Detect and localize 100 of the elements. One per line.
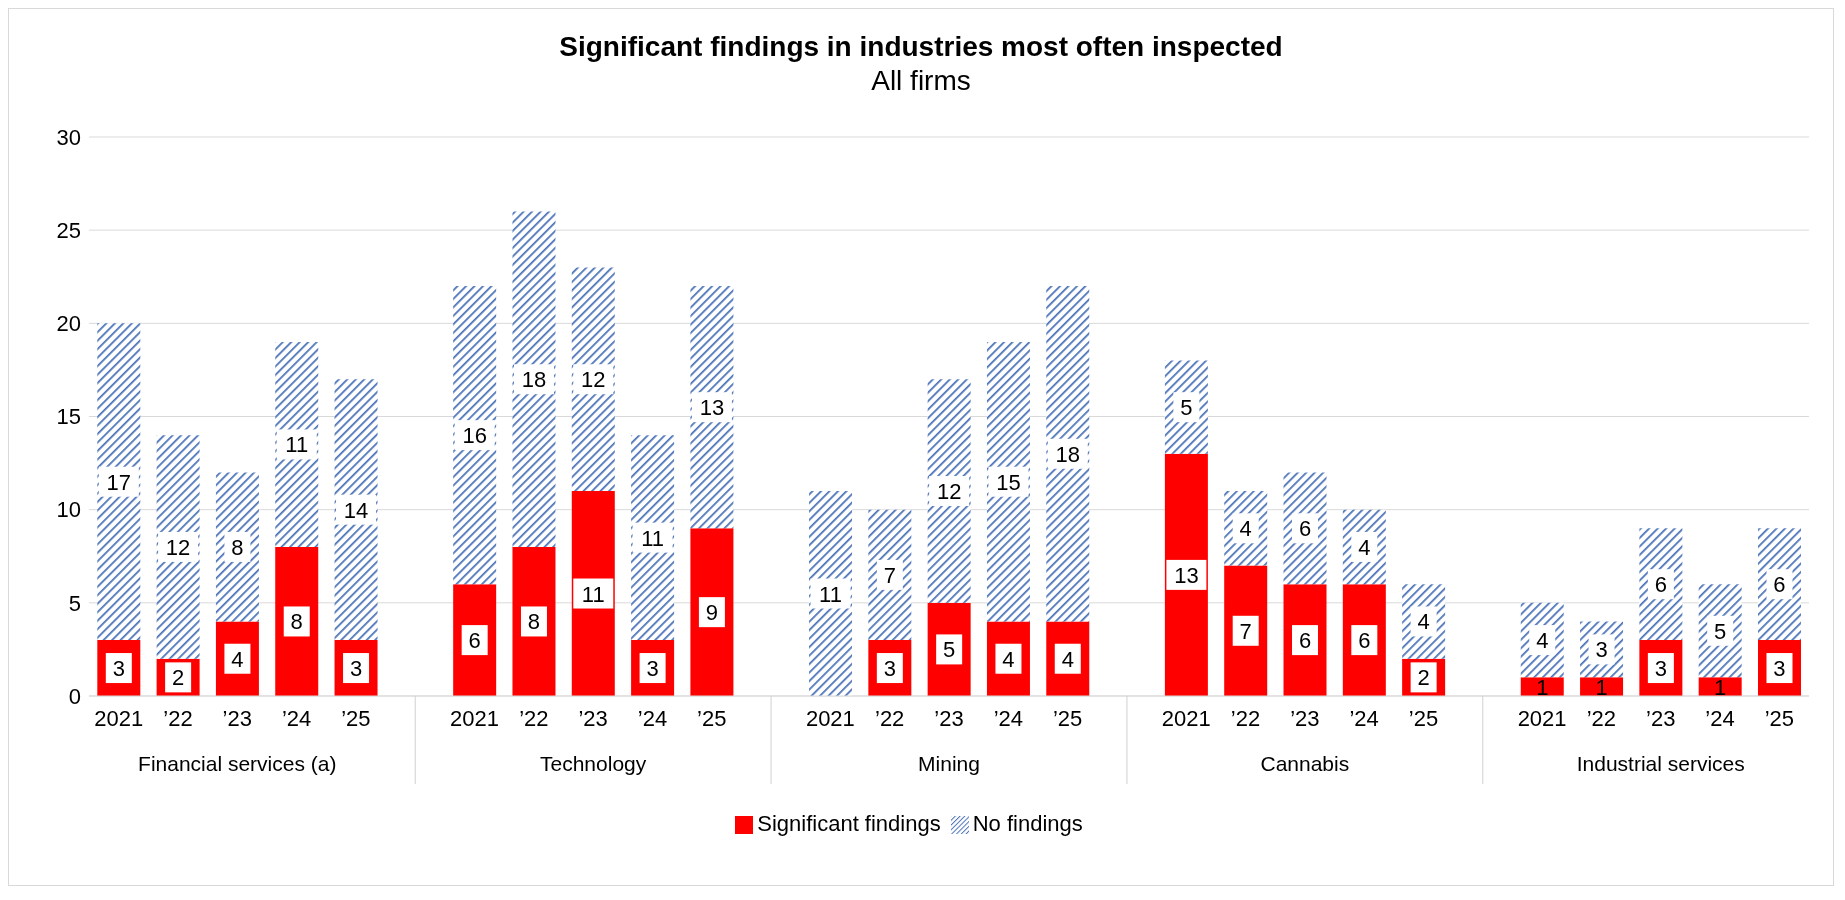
legend-label: Significant findings xyxy=(757,811,941,836)
x-tick-label: ’25 xyxy=(697,706,727,731)
data-label: 8 xyxy=(231,534,244,560)
data-label: 6 xyxy=(1654,572,1667,598)
x-tick-label: ’24 xyxy=(637,706,668,731)
y-tick-label: 5 xyxy=(68,590,81,616)
data-label: 4 xyxy=(1536,628,1549,654)
text: Cannabis xyxy=(1260,752,1350,775)
bar xyxy=(1164,453,1208,696)
x-tick-label: ’25 xyxy=(1408,706,1439,731)
y-tick-label: 10 xyxy=(56,497,81,523)
y-tick-label: 25 xyxy=(56,217,81,243)
data-label: 4 xyxy=(231,646,244,672)
bar xyxy=(986,341,1030,622)
data-label: 11 xyxy=(581,581,605,607)
data-label: 16 xyxy=(462,423,487,449)
text: Technology xyxy=(540,752,647,775)
data-label: 6 xyxy=(1358,628,1371,654)
data-label: 6 xyxy=(1298,516,1312,542)
data-label: 8 xyxy=(527,609,541,635)
x-tick-label: 2021 xyxy=(805,706,855,731)
data-label: 18 xyxy=(521,367,547,393)
y-tick-label: 20 xyxy=(56,311,81,337)
data-label: 11 xyxy=(819,581,842,607)
text: Industrial services xyxy=(1576,752,1745,775)
x-tick-label: ’23 xyxy=(222,706,252,731)
bar xyxy=(631,435,675,641)
y-tick-label: 0 xyxy=(68,683,81,709)
x-tick-label: ’22 xyxy=(1586,706,1617,731)
data-label: 13 xyxy=(699,395,725,421)
y-tick-label: 30 xyxy=(56,124,81,150)
data-label: 1 xyxy=(1714,674,1727,700)
x-tick-label: ’23 xyxy=(1646,706,1676,731)
x-tick-label: ’24 xyxy=(993,706,1023,731)
bar xyxy=(453,286,497,585)
data-label: 1 xyxy=(1595,674,1608,700)
data-label: 12 xyxy=(936,479,962,505)
data-label: 18 xyxy=(1055,441,1081,467)
text: Financial services (a) xyxy=(138,752,337,775)
chart-title: Significant findings in industries most often inspected xyxy=(558,31,1284,63)
x-tick-label: ’23 xyxy=(578,706,608,731)
data-label: 6 xyxy=(1773,572,1786,598)
data-label: 12 xyxy=(581,367,606,393)
bar xyxy=(215,472,259,622)
data-label: 7 xyxy=(883,562,896,588)
data-label: 6 xyxy=(1298,628,1312,654)
bar xyxy=(571,267,615,492)
bar xyxy=(809,491,853,696)
bar xyxy=(927,379,971,603)
data-label: 2 xyxy=(171,665,185,691)
data-label: 15 xyxy=(996,469,1021,495)
x-tick-label: ’23 xyxy=(934,706,964,731)
legend-label: No findings xyxy=(972,811,1083,836)
data-label: 1 xyxy=(1536,674,1549,700)
x-tick-label: ’22 xyxy=(163,706,193,731)
bar xyxy=(512,546,556,696)
bar xyxy=(275,341,319,547)
data-label: 4 xyxy=(1358,534,1371,560)
data-label: 5 xyxy=(1180,395,1193,421)
data-label: 13 xyxy=(1174,562,1199,588)
bar xyxy=(512,211,556,547)
x-tick-label: 2021 xyxy=(1517,706,1567,731)
data-label: 4 xyxy=(1002,646,1015,672)
data-label: 11 xyxy=(641,525,665,551)
data-label: 3 xyxy=(646,656,659,682)
data-label: 8 xyxy=(290,609,303,635)
x-tick-label: 2021 xyxy=(94,706,144,731)
x-tick-label: ’24 xyxy=(1705,706,1735,731)
x-tick-label: 2021 xyxy=(450,706,499,731)
chart-subtitle: All firms xyxy=(870,65,972,97)
bar xyxy=(868,509,912,641)
data-label: 4 xyxy=(1239,516,1252,542)
x-tick-label: ’22 xyxy=(519,706,549,731)
data-label: 3 xyxy=(1654,656,1667,682)
bar xyxy=(571,491,615,696)
bar xyxy=(690,286,734,529)
data-label: 3 xyxy=(112,656,125,682)
data-label: 5 xyxy=(943,637,956,663)
data-label: 11 xyxy=(285,432,309,458)
data-label: 7 xyxy=(1239,618,1252,644)
text: Mining xyxy=(918,752,980,775)
data-label: 9 xyxy=(705,600,719,626)
x-tick-label: ’22 xyxy=(1230,706,1261,731)
data-label: 2 xyxy=(1417,665,1430,691)
x-tick-label: ’25 xyxy=(1052,706,1083,731)
data-label: 5 xyxy=(1714,618,1727,644)
data-label: 4 xyxy=(1417,609,1430,635)
data-label: 3 xyxy=(1595,637,1608,663)
x-tick-label: 2021 xyxy=(1161,706,1211,731)
x-tick-label: ’25 xyxy=(341,706,371,731)
bar xyxy=(1046,286,1090,622)
x-tick-label: ’24 xyxy=(281,706,312,731)
data-label: 3 xyxy=(1773,656,1786,682)
x-tick-label: ’22 xyxy=(875,706,905,731)
data-label: 3 xyxy=(883,656,896,682)
x-tick-label: ’23 xyxy=(1290,706,1320,731)
data-label: 6 xyxy=(468,628,481,654)
data-label: 4 xyxy=(1061,646,1074,672)
x-tick-label: ’25 xyxy=(1764,706,1795,731)
bar xyxy=(334,379,378,641)
